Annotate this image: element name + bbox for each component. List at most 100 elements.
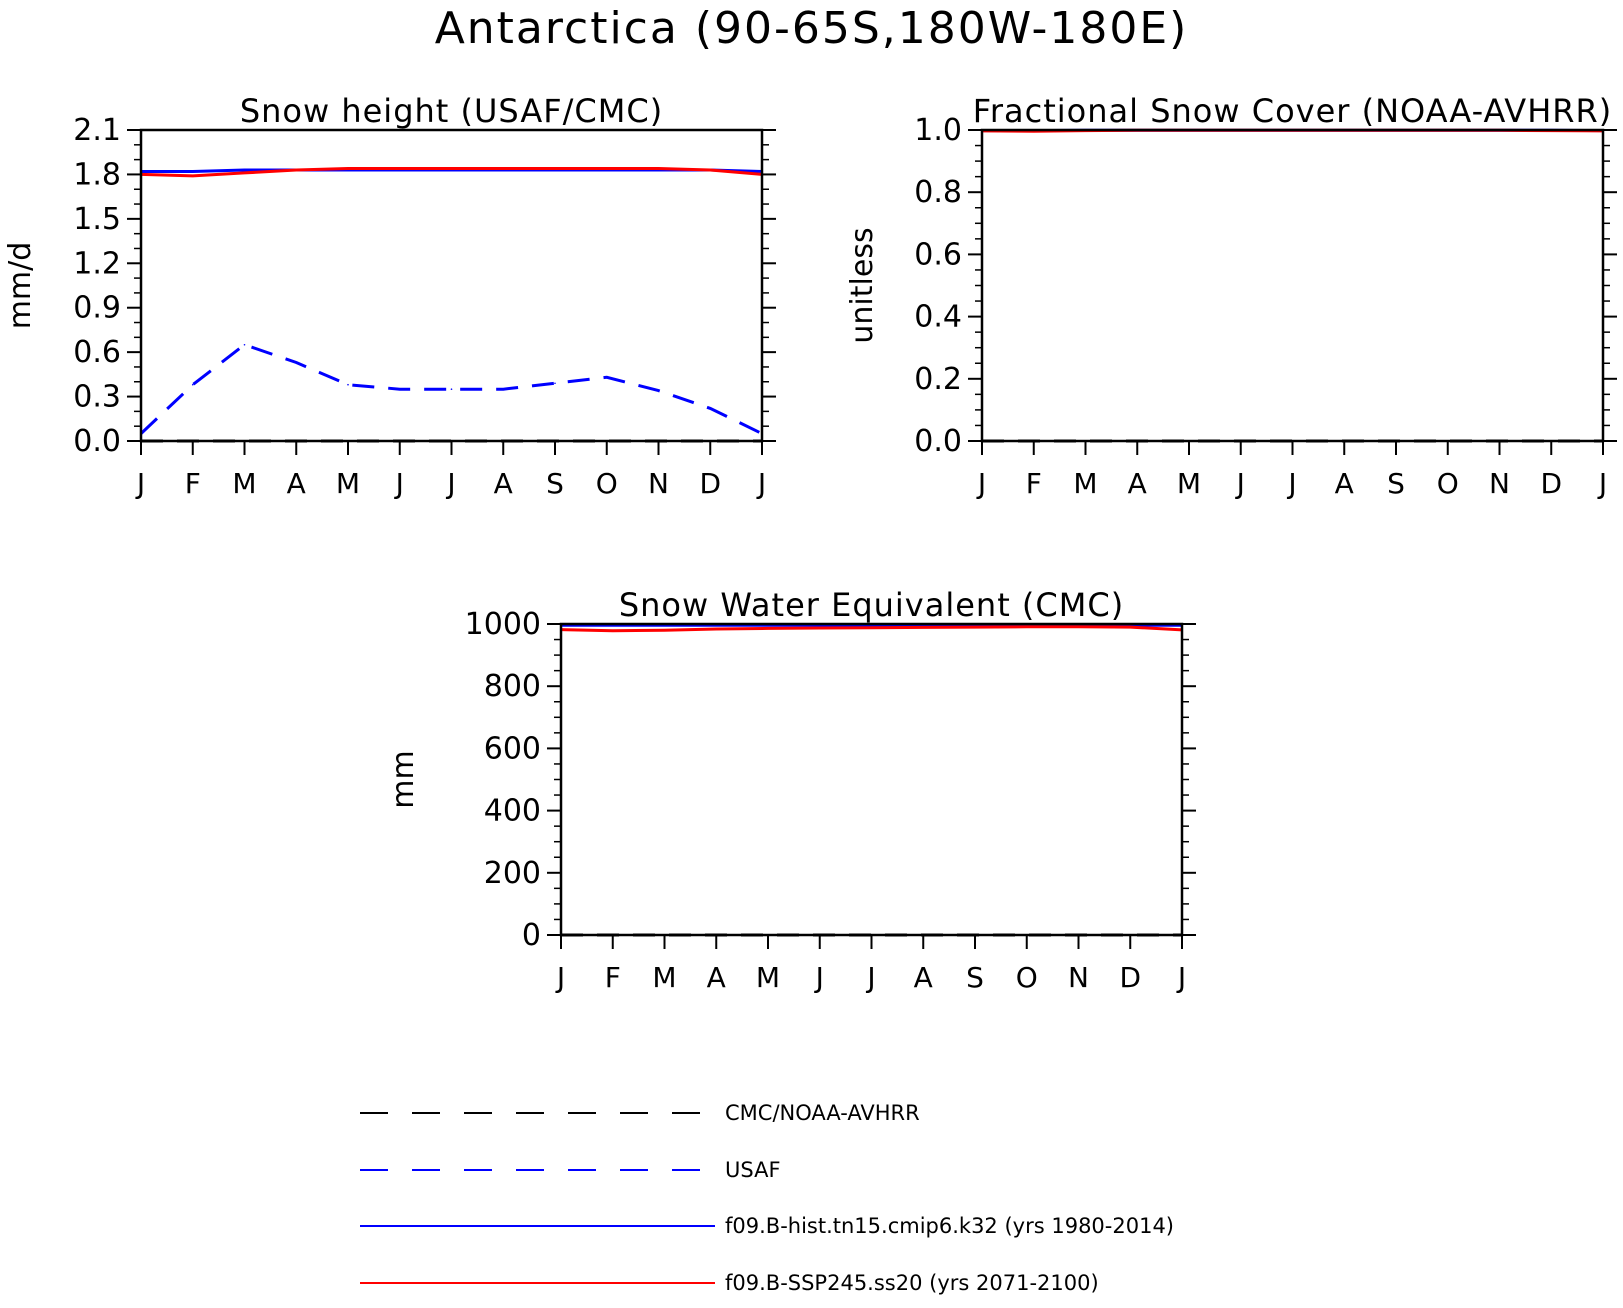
data-point	[554, 168, 556, 170]
y-axis-label: mm/d	[3, 242, 38, 330]
legend-item-usaf: USAF	[360, 1155, 1260, 1185]
legend-swatch-ssp245	[360, 1268, 720, 1298]
data-point	[192, 175, 194, 177]
data-point	[554, 382, 556, 384]
data-point	[606, 377, 608, 379]
data-point	[347, 168, 349, 170]
data-point	[1078, 626, 1080, 628]
x-tick-label: J	[1597, 467, 1607, 500]
y-tick-label: 0.8	[914, 175, 962, 210]
x-tick-label: J	[1286, 467, 1296, 500]
data-point	[767, 628, 769, 630]
legend: CMC/NOAA-AVHRR USAF f09.B-hist.tn15.cmip…	[360, 1098, 1260, 1308]
plot-frame	[561, 624, 1182, 935]
x-tick-label: J	[756, 467, 766, 500]
x-tick-label: O	[596, 467, 618, 500]
x-tick-label: F	[185, 467, 201, 500]
data-point	[658, 168, 660, 170]
x-tick-label: A	[287, 467, 306, 500]
data-point	[347, 384, 349, 386]
x-tick-label: S	[546, 467, 564, 500]
legend-swatch-usaf	[360, 1155, 720, 1185]
x-tick-label: O	[1016, 961, 1038, 994]
data-point	[399, 388, 401, 390]
y-tick-label: 400	[484, 794, 541, 829]
x-tick-label: J	[865, 961, 875, 994]
legend-item-ssp245: f09.B-SSP245.ss20 (yrs 2071-2100)	[360, 1268, 1260, 1298]
x-tick-label: J	[555, 961, 565, 994]
y-tick-label: 200	[484, 856, 541, 891]
legend-swatch-hist	[360, 1211, 720, 1241]
x-tick-label: M	[756, 961, 780, 994]
data-point	[502, 388, 504, 390]
panel-title: Snow Water Equivalent (CMC)	[619, 586, 1124, 624]
plot-frame	[982, 130, 1603, 441]
data-point	[709, 408, 711, 410]
y-tick-label: 800	[484, 669, 541, 704]
y-tick-label: 0.0	[73, 424, 121, 459]
legend-item-cmc: CMC/NOAA-AVHRR	[360, 1098, 1260, 1128]
data-point	[192, 384, 194, 386]
data-point	[1129, 626, 1131, 628]
y-tick-label: 0.6	[914, 237, 962, 272]
y-tick-label: 0.4	[914, 300, 962, 335]
y-tick-label: 0	[522, 918, 541, 953]
x-tick-label: A	[707, 961, 726, 994]
data-point	[399, 168, 401, 170]
x-tick-label: N	[1068, 961, 1089, 994]
data-point	[244, 169, 246, 171]
panel-title: Fractional Snow Cover (NOAA-AVHRR)	[973, 92, 1612, 130]
legend-label-ssp245: f09.B-SSP245.ss20 (yrs 2071-2100)	[725, 1270, 1099, 1296]
data-point	[715, 628, 717, 630]
y-axis-label: unitless	[845, 227, 880, 343]
y-axis-label: mm	[386, 750, 421, 808]
data-point	[871, 627, 873, 629]
data-point	[664, 629, 666, 631]
y-tick-label: 0.9	[73, 291, 121, 326]
x-tick-label: M	[1073, 467, 1097, 500]
panel-title: Snow height (USAF/CMC)	[240, 92, 663, 130]
x-tick-label: M	[336, 467, 360, 500]
y-tick-label: 1000	[465, 607, 541, 642]
y-tick-label: 0.0	[914, 424, 962, 459]
y-tick-label: 1.2	[73, 246, 121, 281]
x-tick-label: F	[605, 961, 621, 994]
y-tick-label: 600	[484, 731, 541, 766]
y-tick-label: 1.0	[914, 113, 962, 148]
x-tick-label: A	[1335, 467, 1354, 500]
data-point	[922, 627, 924, 629]
legend-swatch-cmc	[360, 1098, 720, 1128]
x-tick-label: J	[814, 961, 824, 994]
x-tick-label: D	[1540, 467, 1562, 500]
x-tick-label: J	[976, 467, 986, 500]
legend-item-hist: f09.B-hist.tn15.cmip6.k32 (yrs 1980-2014…	[360, 1211, 1260, 1241]
x-tick-label: J	[394, 467, 404, 500]
x-tick-label: N	[1489, 467, 1510, 500]
data-point	[295, 169, 297, 171]
x-tick-label: O	[1437, 467, 1459, 500]
data-point	[612, 630, 614, 632]
y-tick-label: 0.3	[73, 380, 121, 415]
data-point	[819, 627, 821, 629]
x-tick-label: D	[1119, 961, 1141, 994]
y-tick-label: 0.2	[914, 362, 962, 397]
data-point	[244, 172, 246, 174]
x-tick-label: A	[1128, 467, 1147, 500]
data-point	[709, 169, 711, 171]
x-tick-label: M	[652, 961, 676, 994]
x-tick-label: J	[1235, 467, 1245, 500]
data-point	[1026, 626, 1028, 628]
data-point	[606, 168, 608, 170]
x-tick-label: J	[135, 467, 145, 500]
y-tick-label: 1.8	[73, 157, 121, 192]
x-tick-label: M	[1177, 467, 1201, 500]
x-tick-label: A	[914, 961, 933, 994]
x-tick-label: S	[966, 961, 984, 994]
x-tick-label: S	[1387, 467, 1405, 500]
plot-frame	[141, 130, 762, 441]
data-point	[658, 390, 660, 392]
data-point	[451, 168, 453, 170]
